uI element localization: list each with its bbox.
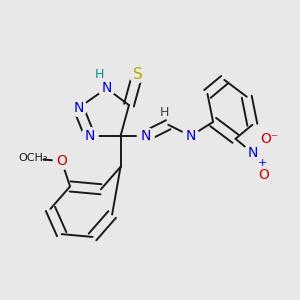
Circle shape — [261, 130, 278, 147]
Text: N: N — [101, 81, 112, 95]
Text: H: H — [95, 68, 104, 81]
Text: N: N — [141, 129, 151, 143]
Circle shape — [244, 144, 261, 161]
Circle shape — [98, 80, 115, 97]
Circle shape — [182, 128, 199, 144]
Text: O: O — [258, 168, 269, 182]
Circle shape — [129, 66, 146, 83]
Circle shape — [81, 128, 98, 144]
Circle shape — [53, 153, 70, 169]
Text: N: N — [85, 129, 95, 143]
Text: S: S — [133, 67, 142, 82]
Text: O: O — [56, 154, 67, 168]
Text: N: N — [185, 129, 196, 143]
Text: OCH₃: OCH₃ — [19, 153, 48, 164]
Text: +: + — [257, 158, 267, 168]
Circle shape — [137, 128, 154, 144]
Circle shape — [255, 167, 272, 184]
Text: O⁻: O⁻ — [260, 132, 278, 146]
Circle shape — [70, 100, 87, 116]
Text: N: N — [73, 101, 84, 115]
Circle shape — [25, 150, 42, 167]
Text: N: N — [247, 146, 257, 160]
Text: H: H — [159, 106, 169, 118]
